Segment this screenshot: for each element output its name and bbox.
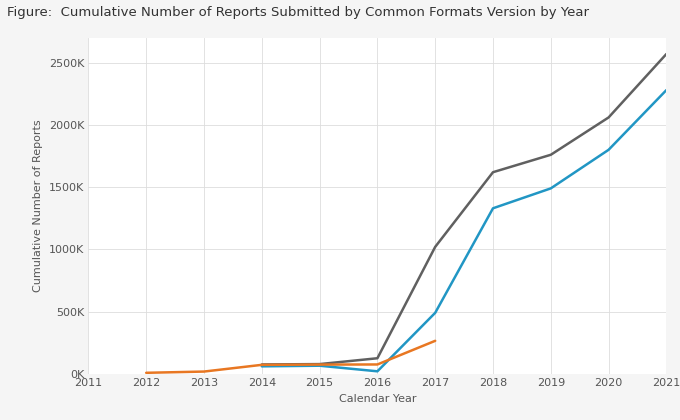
X-axis label: Calendar Year: Calendar Year (339, 394, 416, 404)
Y-axis label: Cumulative Number of Reports: Cumulative Number of Reports (33, 119, 44, 292)
Text: Figure:  Cumulative Number of Reports Submitted by Common Formats Version by Yea: Figure: Cumulative Number of Reports Sub… (7, 6, 589, 19)
